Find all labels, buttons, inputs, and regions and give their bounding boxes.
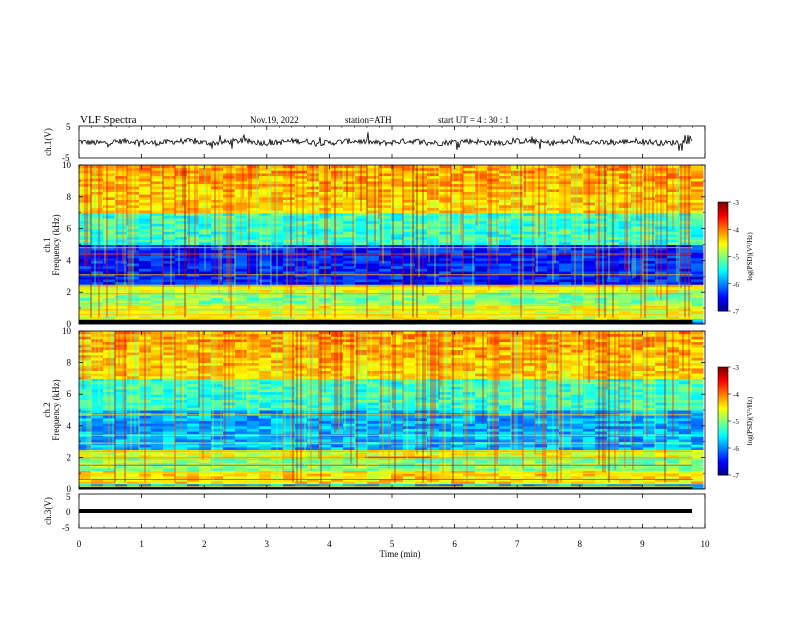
- ch2-spectrogram-image: [79, 331, 704, 490]
- colorbar-tick-label: -3: [733, 199, 739, 207]
- x-tick-label: 2: [202, 539, 207, 549]
- ch1-waveform-frame: [79, 126, 705, 158]
- colorbar-label: log(PSD)(V²/Hz): [746, 396, 754, 445]
- x-tick-label: 1: [139, 539, 144, 549]
- ch3-ytick-mid: 0: [66, 507, 71, 517]
- figure-title: VLF Spectra: [80, 114, 137, 126]
- ch2-colorbar: -3 -4 -5 -6 -7 log(PSD)(V²/Hz): [718, 364, 754, 480]
- ch1-spec-ylabel-freq: Frequency (kHz): [51, 214, 61, 275]
- station-label: station=ATH: [345, 115, 392, 125]
- x-tick-label: 4: [327, 539, 332, 549]
- x-tick-label: 0: [77, 539, 82, 549]
- ch2-spec-ylabel-freq: Frequency (kHz): [51, 379, 61, 440]
- date-label: Nov.19, 2022: [250, 115, 299, 125]
- colorbar-label: log(PSD)(V²/Hz): [746, 232, 754, 281]
- ch1-waveform-line: [79, 132, 692, 151]
- ytick-label: 2: [67, 287, 72, 297]
- ch1-colorbar: -3 -4 -5 -6 -7 log(PSD)(V²/Hz): [718, 199, 754, 316]
- ch1-ytick-top: 5: [66, 122, 71, 132]
- colorbar-tick-label: -3: [733, 364, 739, 372]
- colorbar-tick-label: -7: [733, 308, 739, 316]
- ytick-label: 10: [62, 326, 72, 336]
- ytick-label: 8: [67, 192, 72, 202]
- ytick-label: 6: [67, 389, 72, 399]
- ch3-ytick-bottom: -5: [62, 523, 70, 533]
- x-tick-label: 7: [515, 539, 520, 549]
- colorbar-tick-label: -7: [733, 472, 739, 480]
- ytick-label: 10: [62, 160, 72, 170]
- ch1-spectrogram-image: [79, 165, 704, 325]
- x-axis-label: Time (min): [380, 549, 421, 559]
- x-tick-label: 5: [390, 539, 395, 549]
- ch3-ytick-top: 5: [66, 492, 71, 502]
- x-tick-label: 9: [640, 539, 645, 549]
- ytick-label: 2: [67, 452, 72, 462]
- ch1-waveform-panel: 5 -5 ch.1(V): [43, 122, 705, 163]
- colorbar-tick-label: -4: [733, 226, 739, 234]
- ytick-label: 8: [67, 358, 72, 368]
- ch1-ylabel: ch.1(V): [43, 128, 53, 156]
- x-tick-label: 10: [701, 539, 711, 549]
- colorbar-tick-label: -5: [733, 418, 739, 426]
- colorbar-tick-label: -6: [733, 281, 739, 289]
- start-time-label: start UT = 4 : 30 : 1: [438, 115, 509, 125]
- x-tick-label: 8: [578, 539, 583, 549]
- ch3-waveform-panel: 5 0 -5 ch.3(V): [43, 492, 705, 533]
- colorbar-tick-label: -5: [733, 254, 739, 262]
- colorbar-tick-label: -4: [733, 391, 739, 399]
- x-tick-label: 6: [452, 539, 457, 549]
- ch3-ylabel: ch.3(V): [43, 497, 53, 525]
- ytick-label: 4: [67, 255, 72, 265]
- colorbar-tick-label: -6: [733, 445, 739, 453]
- ytick-label: 6: [67, 224, 72, 234]
- ytick-label: 4: [67, 421, 72, 431]
- x-tick-label: 3: [265, 539, 270, 549]
